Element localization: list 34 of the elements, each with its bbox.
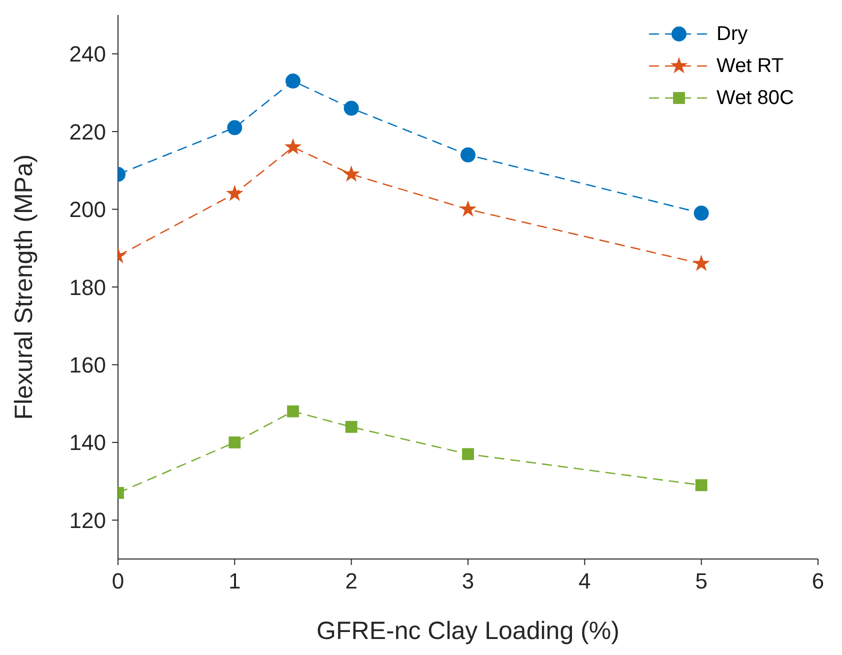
x-tick-label: 1 [228, 568, 241, 594]
point [287, 405, 299, 418]
point [226, 184, 244, 202]
point [344, 100, 359, 116]
point [342, 165, 360, 182]
y-tick-label: 220 [69, 119, 106, 144]
point [692, 254, 710, 271]
legend-label: Wet RT [716, 54, 784, 78]
x-tick-label: 0 [112, 568, 124, 594]
x-axis-title: GFRE-nc Clay Loading (%) [316, 617, 620, 645]
point [227, 120, 242, 136]
x-tick-label: 6 [812, 568, 824, 594]
point [695, 479, 708, 492]
point [459, 200, 477, 217]
legend-label: Dry [716, 22, 748, 46]
point [284, 138, 302, 154]
x-tick-label: 3 [462, 568, 474, 594]
y-tick-label: 240 [69, 42, 106, 67]
point [460, 147, 476, 162]
y-tick-label: 160 [69, 352, 106, 378]
y-tick-label: 180 [69, 274, 106, 300]
y-tick-label: 200 [69, 197, 106, 222]
point [286, 74, 300, 89]
x-tick-label: 5 [695, 568, 708, 594]
y-tick-label: 120 [69, 508, 106, 533]
x-tick-label: 4 [578, 568, 591, 594]
point [462, 448, 474, 460]
y-tick-label: 140 [69, 430, 106, 456]
point [694, 206, 709, 221]
point [345, 420, 358, 433]
y-axis-title: Flexural Strength (MPa) [10, 154, 38, 420]
x-tick-label: 2 [345, 568, 358, 594]
legend-label: Wet 80C [716, 86, 794, 110]
point [228, 436, 241, 448]
